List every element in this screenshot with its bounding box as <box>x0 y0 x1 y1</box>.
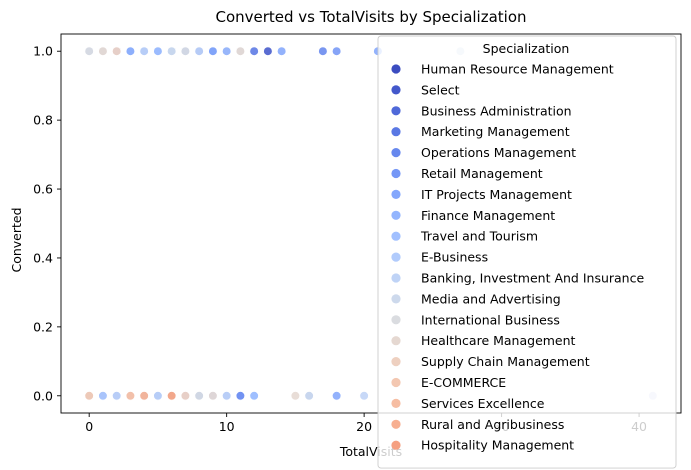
y-tick-label: 0.4 <box>33 250 53 265</box>
data-point <box>139 46 149 56</box>
data-point <box>125 46 136 56</box>
legend-marker <box>391 377 401 388</box>
x-tick-label: 20 <box>356 419 372 434</box>
legend-marker <box>391 252 401 262</box>
data-point <box>180 46 191 56</box>
data-point <box>84 391 94 401</box>
data-point <box>208 46 218 56</box>
data-point <box>222 46 232 56</box>
data-point <box>98 391 108 401</box>
data-point <box>194 46 204 56</box>
data-point <box>263 46 273 56</box>
y-tick-label: 1.0 <box>33 44 53 59</box>
data-point <box>235 46 246 56</box>
data-point <box>290 391 300 401</box>
legend-label: IT Projects Management <box>421 187 572 202</box>
data-point <box>194 391 204 401</box>
legend-label: Hospitality Management <box>421 438 574 453</box>
legend-label: Travel and Tourism <box>420 229 538 244</box>
data-point <box>235 391 246 401</box>
data-point <box>139 391 149 401</box>
legend-marker <box>391 315 401 325</box>
data-point <box>180 391 191 401</box>
legend-label: Rural and Agribusiness <box>421 417 564 432</box>
legend-label: Media and Advertising <box>421 291 561 306</box>
x-tick-label: 0 <box>85 419 93 434</box>
y-tick-label: 0.0 <box>33 388 53 403</box>
y-tick-label: 0.8 <box>33 113 53 128</box>
data-point <box>167 391 177 401</box>
y-tick-label: 0.2 <box>33 319 53 334</box>
data-point <box>277 46 287 56</box>
legend-marker <box>391 419 401 429</box>
y-tick-label: 0.6 <box>33 182 53 197</box>
legend-label: Banking, Investment And Insurance <box>421 271 644 286</box>
data-point <box>167 46 177 56</box>
data-point <box>332 391 342 401</box>
legend-marker <box>391 210 401 220</box>
plot-area: 0102030400.00.20.40.60.81.0 <box>33 33 682 434</box>
legend-label: International Business <box>421 312 560 327</box>
data-point <box>98 46 108 56</box>
legend-marker <box>391 168 401 179</box>
data-point <box>153 391 163 401</box>
data-point <box>112 46 122 56</box>
legend-marker <box>391 398 401 408</box>
legend-marker <box>391 106 401 116</box>
data-point <box>249 46 259 56</box>
data-point <box>304 391 314 401</box>
data-point <box>208 391 218 401</box>
chart-title: Converted vs TotalVisits by Specializati… <box>215 8 526 26</box>
legend: Specialization Human Resource Management S… <box>377 35 677 469</box>
legend-label: Business Administration <box>421 103 572 118</box>
legend-label: Marketing Management <box>421 124 570 139</box>
legend-marker <box>391 64 401 74</box>
legend-label: Services Excellence <box>421 396 545 411</box>
legend-marker <box>391 273 401 283</box>
data-point <box>153 46 163 56</box>
data-point <box>112 391 122 401</box>
legend-marker <box>391 336 401 346</box>
legend-marker <box>391 85 401 95</box>
legend-label: Select <box>421 82 460 97</box>
data-point <box>318 46 328 56</box>
legend-title: Specialization <box>483 41 570 56</box>
data-point <box>332 46 342 56</box>
legend-label: E-Business <box>421 250 488 265</box>
legend-label: Retail Management <box>421 166 543 181</box>
data-point <box>84 46 94 56</box>
legend-frame <box>377 35 677 469</box>
legend-label: Operations Management <box>421 145 576 160</box>
legend-label: Supply Chain Management <box>421 354 590 369</box>
y-axis-label: Converted <box>9 207 24 272</box>
legend-label: E-COMMERCE <box>421 375 506 390</box>
legend-label: Human Resource Management <box>421 62 614 77</box>
data-point <box>249 391 259 401</box>
legend-label: Finance Management <box>421 208 555 223</box>
legend-marker <box>391 148 401 158</box>
legend-marker <box>391 127 401 137</box>
data-point <box>222 391 232 401</box>
legend-marker <box>391 189 401 199</box>
x-tick-label: 10 <box>219 419 235 434</box>
data-point <box>125 391 136 401</box>
legend-marker <box>391 440 401 450</box>
legend-marker <box>391 357 401 367</box>
data-point <box>359 391 369 401</box>
legend-marker <box>391 231 401 241</box>
plot-frame <box>60 33 682 414</box>
legend-label: Healthcare Management <box>421 333 576 348</box>
legend-marker <box>391 294 401 304</box>
